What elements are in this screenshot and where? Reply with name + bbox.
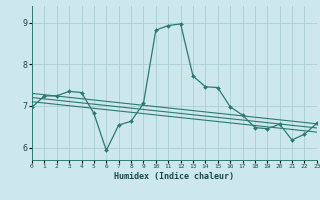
X-axis label: Humidex (Indice chaleur): Humidex (Indice chaleur) [115, 172, 234, 181]
